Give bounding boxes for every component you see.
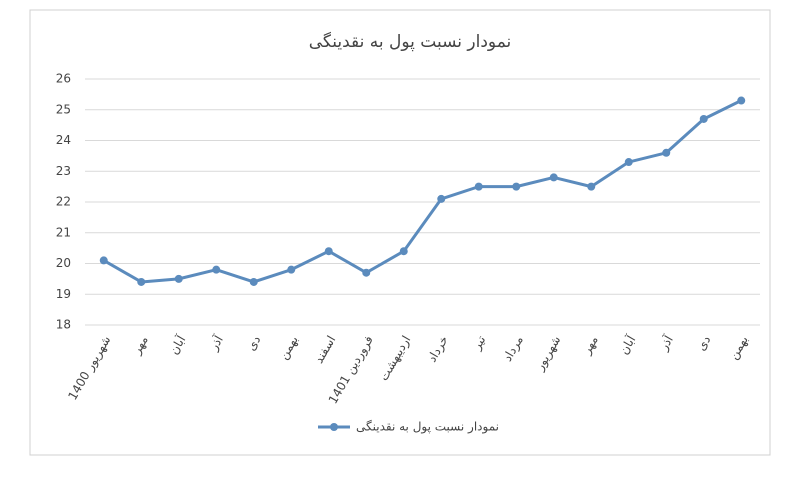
point (549, 173, 558, 182)
y-tick-label: 19 (56, 287, 71, 301)
chart-title: نمودار نسبت پول به نقدینگی (309, 31, 512, 52)
point (512, 182, 521, 191)
legend-label: نمودار نسبت پول به نقدینگی (356, 420, 499, 435)
point (212, 265, 221, 274)
y-tick-label: 18 (56, 318, 71, 332)
point (324, 247, 333, 256)
y-tick-label: 22 (56, 195, 71, 209)
y-tick-label: 20 (56, 256, 71, 270)
line (103, 99, 742, 284)
y-tick-label: 21 (56, 225, 71, 239)
point (437, 194, 446, 203)
point (737, 96, 746, 105)
legend-marker (330, 423, 338, 431)
point (99, 256, 108, 265)
y-tick-label: 25 (56, 102, 71, 116)
x-tick-label: دی (244, 333, 263, 353)
point (474, 182, 483, 191)
point (587, 182, 596, 191)
point (399, 247, 408, 256)
x-tick-label: دی (694, 333, 713, 353)
point (174, 274, 183, 283)
y-tick-label: 24 (56, 133, 71, 147)
y-tick-label: 26 (56, 72, 71, 86)
point (287, 265, 296, 274)
point (662, 148, 671, 157)
point (699, 114, 708, 123)
point (624, 158, 633, 167)
y-tick-label: 23 (56, 164, 71, 178)
point (249, 277, 258, 286)
point (362, 268, 371, 277)
point (137, 277, 146, 286)
